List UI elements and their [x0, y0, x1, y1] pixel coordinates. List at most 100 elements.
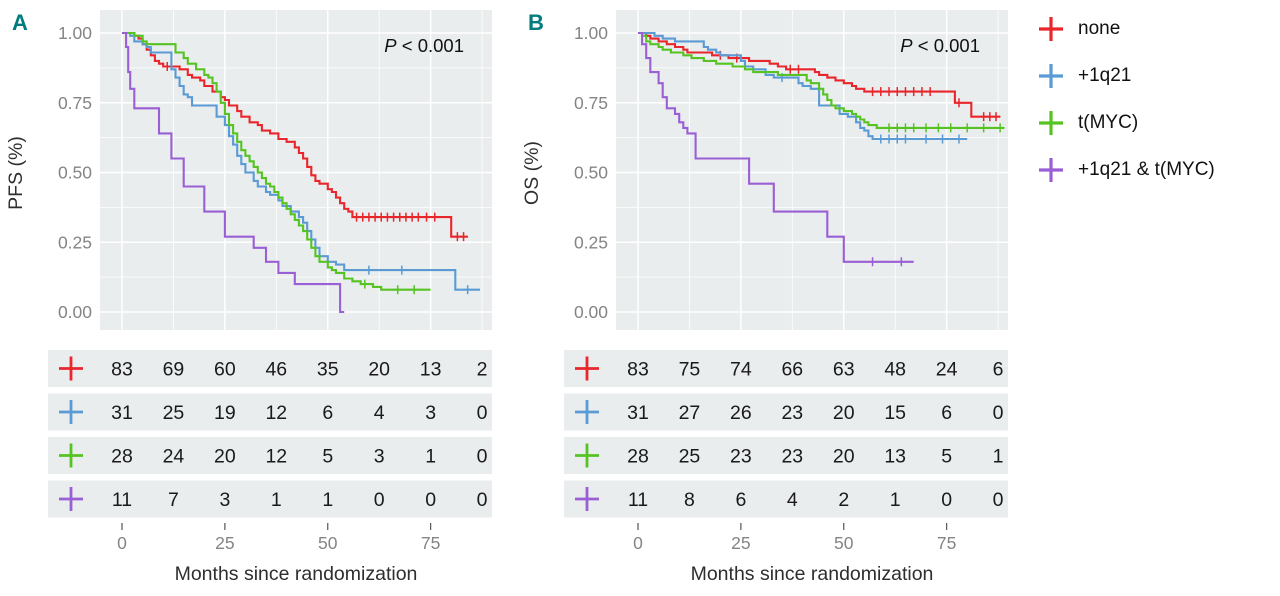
risk-count: 1	[271, 489, 282, 511]
risk-count: 25	[163, 402, 185, 424]
risk-count: 31	[627, 402, 649, 424]
km-curve-none	[122, 31, 468, 238]
p-value: P < 0.001	[900, 35, 980, 56]
risk-count: 35	[317, 359, 339, 381]
km-curve-+1q21 & t(MYC)	[122, 31, 345, 314]
risk-count: 0	[477, 489, 488, 511]
risk-count: 28	[627, 446, 649, 468]
risk-count: 28	[111, 446, 133, 468]
risk-count: 1	[993, 446, 1004, 468]
km-curve-+1q21	[122, 31, 480, 291]
km-curves	[638, 31, 1005, 267]
x-tick-label: 50	[834, 533, 854, 553]
km-curves	[122, 31, 480, 314]
legend-label-1q21: +1q21	[1078, 64, 1132, 86]
risk-count: 24	[163, 446, 185, 468]
risk-count: 83	[627, 359, 649, 381]
risk-count: 13	[884, 446, 906, 468]
y-tick-label: 0.75	[574, 93, 608, 113]
risk-count: 4	[787, 489, 798, 511]
censor-marks-none	[715, 50, 1001, 122]
x-tick-label: 25	[731, 533, 750, 553]
legend-plus-icon	[1039, 157, 1063, 182]
plot-background	[616, 10, 1008, 330]
risk-count: 0	[993, 402, 1004, 424]
risk-count: 1	[890, 489, 901, 511]
risk-count: 23	[730, 446, 752, 468]
legend-label-tmyc: t(MYC)	[1078, 111, 1139, 133]
risk-count: 3	[219, 489, 230, 511]
x-axis-title: Months since randomization	[691, 563, 934, 585]
risk-count: 20	[833, 446, 855, 468]
risk-table: 83 69 60 46 35 20 13 231 25 19 12 6 4 3 028 24 20 12 5 3 1 01…	[48, 350, 492, 518]
y-tick-label: 0.00	[58, 302, 92, 322]
risk-count: 31	[111, 402, 133, 424]
censor-marks-none	[162, 61, 469, 242]
risk-count: 6	[993, 359, 1004, 381]
risk-count: 66	[781, 359, 803, 381]
risk-row-strip	[48, 480, 492, 518]
legend-item-none: none	[1036, 12, 1215, 45]
risk-count: 0	[477, 446, 488, 468]
risk-count: 8	[684, 489, 695, 511]
risk-count: 15	[884, 402, 906, 424]
y-axis-title: PFS (%)	[5, 136, 27, 210]
legend-plus-icon	[1039, 63, 1063, 88]
risk-count: 2	[477, 359, 488, 381]
risk-count: 13	[420, 359, 442, 381]
km-curve-t(MYC)	[638, 31, 1005, 129]
plot-background	[100, 10, 492, 330]
risk-count: 23	[781, 402, 803, 424]
risk-count: 6	[941, 402, 952, 424]
x-tick-label: 75	[937, 533, 956, 553]
risk-row-strip	[564, 393, 1008, 431]
risk-count: 11	[112, 489, 132, 511]
risk-row-strip	[48, 437, 492, 474]
y-axis-tick-labels: 1.00 0.75 0.50 0.25 0.00	[58, 23, 92, 322]
risk-count: 19	[214, 402, 236, 424]
risk-count: 20	[833, 402, 855, 424]
grid-major	[616, 10, 1008, 330]
risk-row-plus-icon	[59, 356, 83, 381]
y-tick-label: 0.25	[574, 232, 608, 252]
censor-marks-+1q21	[364, 265, 473, 295]
risk-count: 12	[265, 446, 287, 468]
km-curve-+1q21	[638, 31, 968, 141]
risk-count: 6	[322, 402, 333, 424]
risk-row-plus-icon	[575, 356, 599, 381]
risk-row-plus-icon	[59, 443, 83, 468]
risk-row-strip	[48, 393, 492, 431]
risk-count: 7	[168, 489, 179, 511]
risk-count: 20	[214, 446, 236, 468]
risk-count: 0	[941, 489, 952, 511]
y-tick-label: 1.00	[574, 23, 608, 43]
y-tick-label: 0.00	[574, 302, 608, 322]
risk-count: 0	[425, 489, 436, 511]
risk-count: 83	[111, 359, 133, 381]
x-axis: 0 25 50 75	[633, 523, 956, 553]
risk-count: 48	[884, 359, 906, 381]
risk-count: 0	[993, 489, 1004, 511]
censor-marks-t(MYC)	[360, 279, 419, 295]
y-axis-title: OS (%)	[521, 141, 543, 205]
risk-count: 46	[265, 359, 287, 381]
risk-count: 3	[425, 402, 436, 424]
risk-row-strip	[564, 480, 1008, 518]
y-tick-label: 1.00	[58, 23, 92, 43]
risk-count: 27	[679, 402, 701, 424]
risk-count: 20	[368, 359, 390, 381]
risk-row-plus-icon	[59, 487, 83, 511]
risk-count: 12	[265, 402, 287, 424]
risk-count: 5	[941, 446, 952, 468]
risk-row-plus-icon	[575, 487, 599, 511]
risk-row-plus-icon	[575, 443, 599, 468]
risk-count: 60	[214, 359, 236, 381]
legend: none +1q21 t(MYC) +1q21 & t(MYC)	[1036, 12, 1215, 186]
risk-row-plus-icon	[59, 400, 83, 424]
risk-count: 24	[936, 359, 958, 381]
risk-row-strip	[48, 350, 492, 387]
risk-count: 26	[730, 402, 752, 424]
risk-count: 1	[322, 489, 333, 511]
legend-item-1q21: +1q21	[1036, 59, 1215, 92]
